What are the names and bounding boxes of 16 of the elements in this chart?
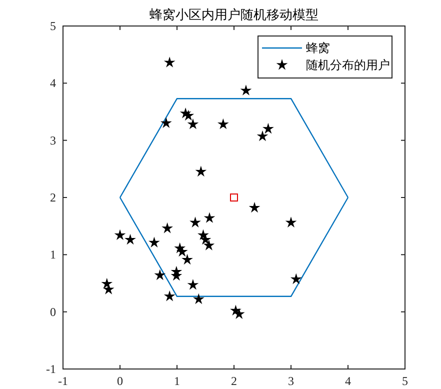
x-tick-label: 2 <box>231 374 237 388</box>
y-tick-label: -1 <box>46 362 56 376</box>
y-tick-label: 5 <box>50 19 56 33</box>
chart-title: 蜂窝小区内用户随机移动模型 <box>150 7 318 22</box>
y-tick-label: 4 <box>50 76 56 90</box>
x-tick-label: 4 <box>345 374 351 388</box>
y-tick-label: 3 <box>50 133 56 148</box>
x-tick-label: 5 <box>402 374 408 388</box>
x-tick-label: 3 <box>288 374 294 388</box>
y-tick-label: 1 <box>50 248 56 262</box>
legend-label: 随机分布的用户 <box>306 58 390 72</box>
y-tick-label: 2 <box>50 190 56 204</box>
x-tick-label: 0 <box>117 374 123 388</box>
legend-label: 蜂窝 <box>306 41 330 55</box>
x-tick-label: 1 <box>174 374 180 388</box>
y-tick-label: 0 <box>50 304 56 319</box>
